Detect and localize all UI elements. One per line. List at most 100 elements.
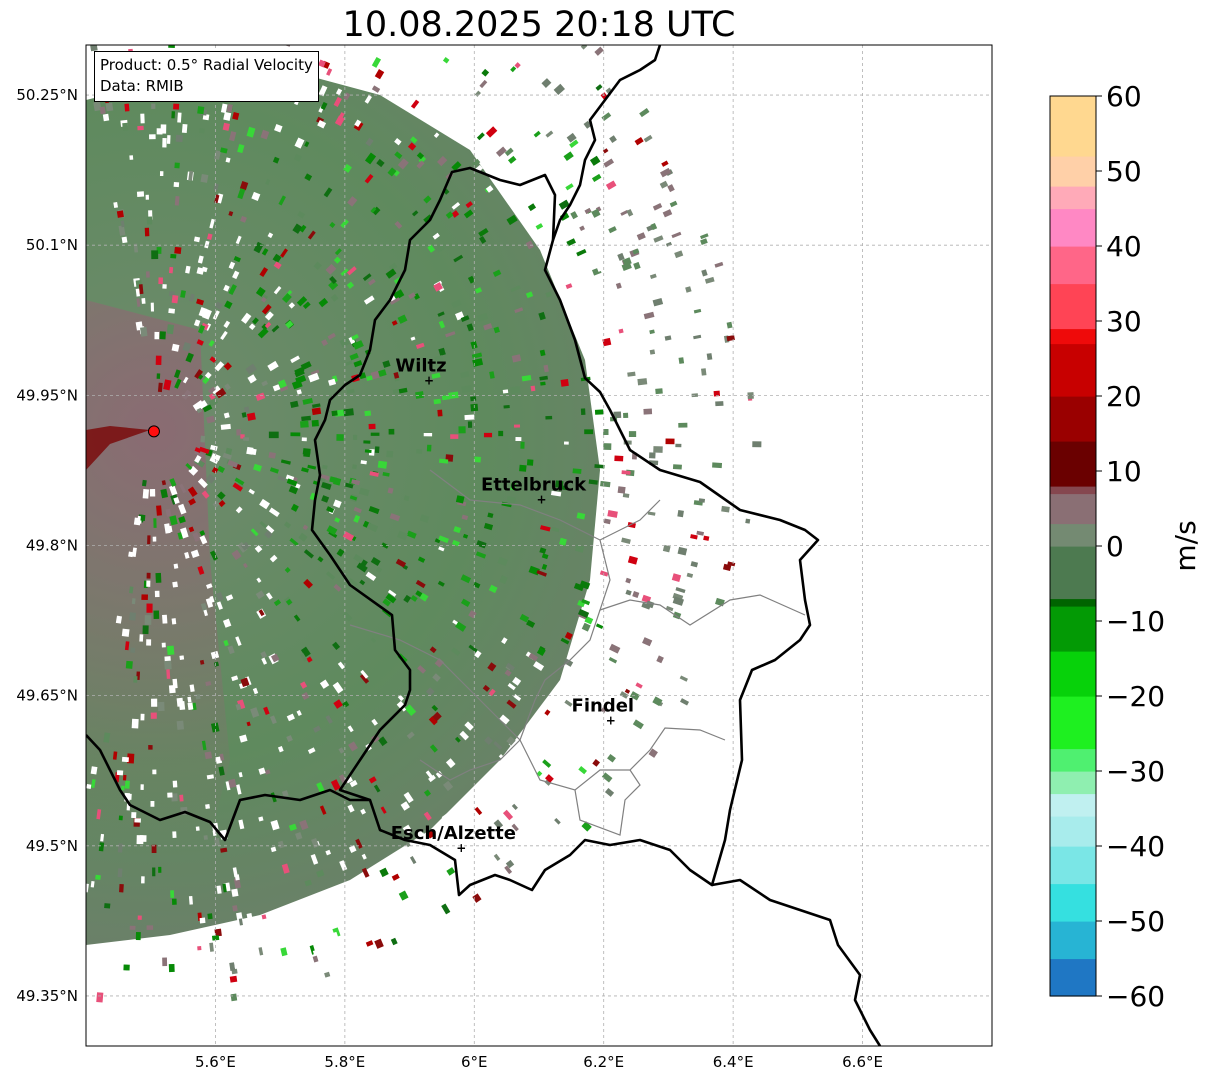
velocity-speckle bbox=[390, 297, 401, 305]
velocity-speckle bbox=[243, 437, 250, 441]
velocity-speckle bbox=[135, 288, 141, 297]
velocity-speckle bbox=[199, 659, 205, 665]
velocity-speckle bbox=[239, 180, 249, 191]
velocity-speckle bbox=[426, 444, 432, 452]
velocity-speckle bbox=[617, 252, 625, 261]
velocity-speckle bbox=[278, 195, 286, 206]
colorbar-tick-label: 0 bbox=[1106, 530, 1124, 563]
velocity-speckle bbox=[439, 458, 449, 464]
velocity-speckle bbox=[288, 823, 297, 831]
velocity-speckle bbox=[451, 161, 462, 172]
velocity-speckle bbox=[258, 767, 266, 775]
velocity-speckle bbox=[216, 601, 223, 610]
velocity-speckle bbox=[388, 262, 398, 271]
velocity-speckle bbox=[536, 569, 547, 577]
velocity-speckle bbox=[602, 337, 612, 347]
velocity-speckle bbox=[285, 598, 293, 606]
velocity-speckle bbox=[650, 223, 658, 231]
velocity-speckle bbox=[246, 927, 251, 936]
velocity-speckle bbox=[527, 203, 537, 212]
velocity-speckle bbox=[194, 369, 203, 379]
velocity-speckle bbox=[255, 392, 266, 401]
velocity-speckle bbox=[206, 415, 216, 424]
velocity-speckle bbox=[460, 315, 470, 323]
velocity-speckle bbox=[205, 597, 214, 608]
velocity-speckle bbox=[303, 904, 312, 913]
velocity-speckle bbox=[209, 356, 217, 363]
velocity-speckle bbox=[304, 934, 314, 945]
velocity-speckle bbox=[261, 323, 269, 331]
velocity-speckle bbox=[506, 699, 517, 709]
velocity-speckle bbox=[233, 255, 241, 263]
velocity-speckle bbox=[589, 155, 601, 166]
velocity-speckle bbox=[367, 278, 376, 286]
velocity-speckle bbox=[225, 157, 231, 163]
velocity-speckle bbox=[164, 523, 171, 534]
velocity-speckle bbox=[359, 673, 370, 684]
velocity-speckle bbox=[370, 370, 381, 380]
velocity-speckle bbox=[181, 389, 192, 400]
velocity-speckle bbox=[312, 949, 319, 957]
velocity-speckle bbox=[199, 917, 206, 924]
velocity-speckle bbox=[358, 487, 370, 497]
velocity-speckle bbox=[504, 147, 514, 157]
velocity-speckle bbox=[526, 459, 534, 466]
velocity-speckle bbox=[661, 160, 669, 167]
velocity-speckle bbox=[223, 320, 231, 329]
velocity-speckle bbox=[180, 290, 186, 298]
velocity-speckle bbox=[374, 938, 384, 949]
velocity-speckle bbox=[608, 657, 618, 664]
velocity-speckle bbox=[361, 853, 367, 860]
velocity-speckle bbox=[231, 888, 239, 897]
velocity-speckle bbox=[304, 173, 313, 181]
velocity-speckle bbox=[489, 371, 495, 379]
velocity-speckle bbox=[441, 885, 449, 894]
velocity-speckle bbox=[747, 392, 754, 400]
velocity-speckle bbox=[620, 209, 629, 216]
velocity-speckle bbox=[227, 459, 239, 468]
velocity-speckle bbox=[102, 113, 110, 122]
velocity-speckle bbox=[427, 244, 436, 253]
velocity-speckle bbox=[483, 522, 494, 531]
velocity-speckle bbox=[388, 428, 395, 435]
velocity-speckle bbox=[726, 321, 733, 329]
velocity-speckle bbox=[344, 482, 354, 489]
velocity-speckle bbox=[268, 451, 276, 459]
velocity-speckle bbox=[260, 651, 268, 659]
velocity-speckle bbox=[566, 132, 577, 143]
velocity-speckle bbox=[615, 282, 622, 289]
velocity-speckle bbox=[429, 646, 437, 654]
velocity-speckle bbox=[281, 863, 290, 874]
velocity-speckle bbox=[674, 250, 684, 259]
velocity-speckle bbox=[285, 474, 295, 481]
velocity-speckle bbox=[273, 261, 282, 270]
velocity-speckle bbox=[297, 211, 306, 219]
velocity-speckle bbox=[632, 719, 644, 730]
velocity-speckle bbox=[403, 495, 410, 502]
velocity-speckle bbox=[454, 736, 461, 743]
velocity-speckle bbox=[269, 715, 277, 725]
velocity-speckle bbox=[514, 307, 524, 314]
velocity-speckle bbox=[594, 46, 604, 56]
velocity-speckle bbox=[487, 512, 494, 519]
velocity-speckle bbox=[129, 586, 134, 594]
velocity-speckle bbox=[417, 665, 427, 674]
velocity-speckle bbox=[373, 784, 381, 793]
velocity-speckle bbox=[368, 776, 377, 784]
velocity-speckle bbox=[283, 521, 292, 529]
velocity-speckle bbox=[316, 869, 325, 878]
velocity-speckle bbox=[364, 449, 372, 453]
velocity-speckle bbox=[349, 352, 359, 361]
velocity-speckle bbox=[423, 214, 433, 224]
colorbar-tick-label: 50 bbox=[1106, 155, 1142, 188]
velocity-speckle bbox=[566, 238, 576, 247]
velocity-speckle bbox=[434, 658, 445, 668]
velocity-speckle bbox=[348, 578, 358, 587]
velocity-speckle bbox=[653, 446, 663, 453]
velocity-speckle bbox=[98, 842, 105, 852]
velocity-speckle bbox=[499, 714, 510, 725]
lon-tick-label: 5.6°E bbox=[195, 1053, 236, 1071]
velocity-speckle bbox=[510, 482, 516, 491]
velocity-speckle bbox=[181, 123, 188, 134]
